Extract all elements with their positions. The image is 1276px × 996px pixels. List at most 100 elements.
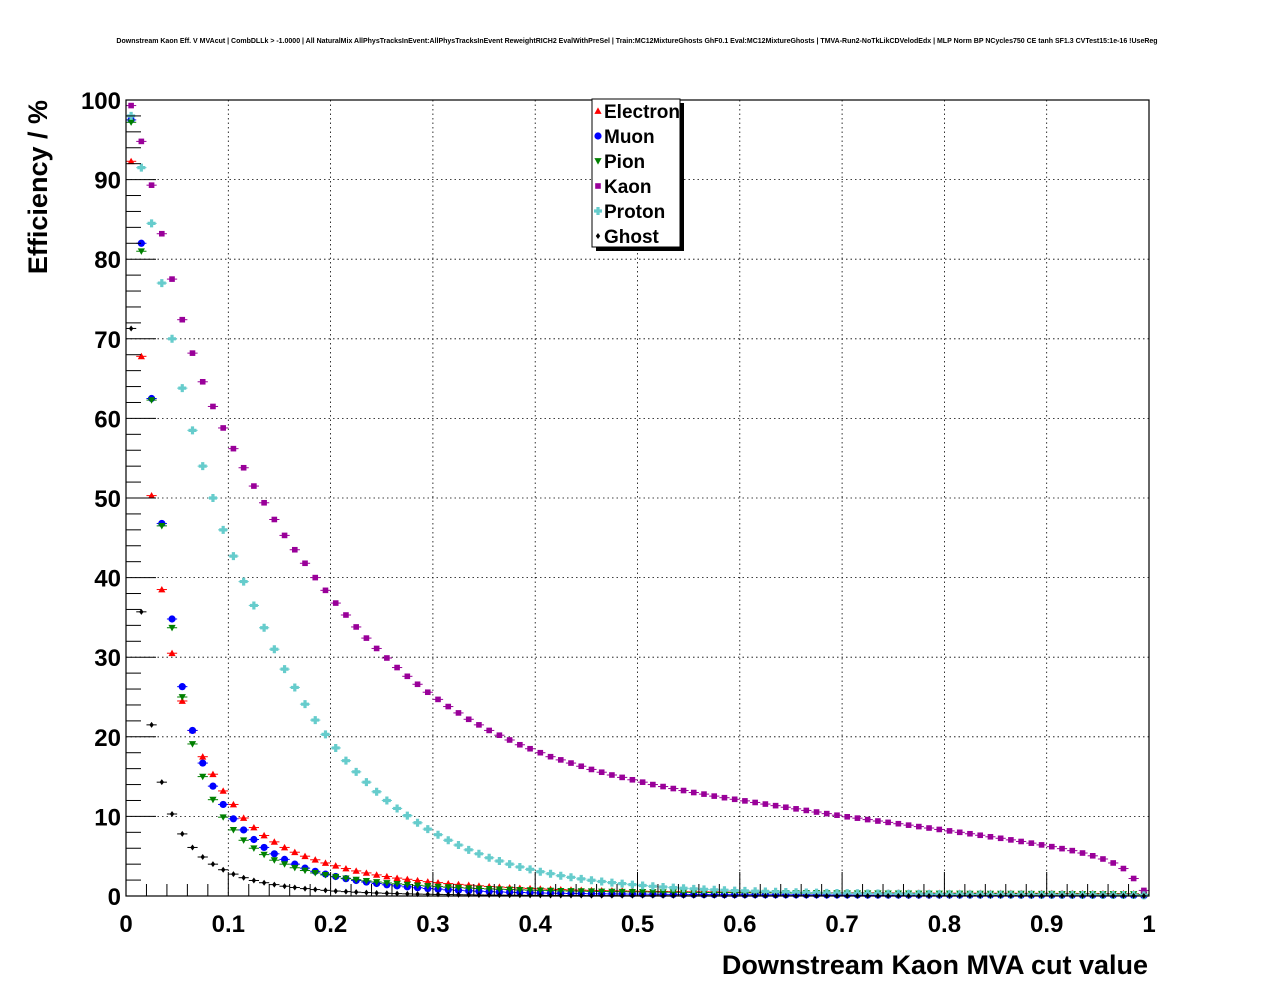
data-point-proton (689, 884, 698, 893)
data-point-proton (178, 384, 187, 393)
data-point-kaon (711, 793, 718, 799)
data-point-kaon (1059, 845, 1065, 852)
data-point-kaon (394, 664, 400, 671)
x-tick-label: 1 (1142, 911, 1155, 938)
data-point-kaon (670, 785, 677, 792)
data-point-proton (454, 841, 463, 850)
data-point-pion (362, 877, 371, 885)
data-point-kaon (363, 635, 370, 641)
data-point-kaon (650, 781, 656, 788)
legend-label-electron: Electron (604, 102, 680, 123)
data-point-electron (403, 875, 411, 883)
x-tick-label: 0.2 (314, 911, 347, 938)
data-point-proton (740, 886, 749, 895)
data-point-kaon (159, 230, 165, 237)
chart-title: Downstream Kaon Eff. V MVAcut | CombDLLk… (116, 38, 1157, 45)
data-point-kaon (343, 612, 349, 618)
data-point-kaon (527, 745, 533, 752)
data-point-pion (444, 884, 452, 891)
data-point-kaon (414, 681, 421, 688)
data-point-pion (485, 886, 493, 893)
data-point-kaon (373, 645, 380, 652)
legend-marker-proton (594, 207, 603, 215)
data-point-electron (280, 843, 289, 851)
legend-marker-ghost (595, 233, 601, 239)
data-point-electron (291, 848, 299, 856)
data-point-kaon (660, 783, 666, 790)
data-point-pion (301, 867, 309, 875)
data-point-proton (607, 878, 616, 887)
data-point-proton (434, 830, 443, 839)
data-point-pion (342, 875, 350, 882)
data-point-pion (280, 861, 289, 868)
data-point-pion (403, 881, 411, 889)
data-point-electron (178, 697, 186, 704)
data-point-pion (219, 814, 227, 821)
data-point-proton (710, 885, 719, 894)
data-point-kaon (895, 820, 902, 827)
data-point-proton (802, 888, 811, 897)
data-point-proton (331, 743, 340, 752)
y-tick-label: 60 (94, 406, 121, 433)
data-point-kaon (261, 499, 267, 506)
x-tick-label: 0.9 (1030, 911, 1063, 938)
data-point-pion (475, 885, 483, 893)
data-point-kaon (956, 829, 963, 836)
data-point-ghost (405, 890, 410, 897)
data-point-ghost (333, 888, 338, 895)
data-point-ghost (169, 811, 175, 818)
data-point-electron (147, 492, 156, 499)
data-point-kaon (210, 403, 216, 410)
data-point-kaon (128, 102, 134, 109)
data-point-electron (250, 823, 258, 831)
data-point-pion (127, 119, 135, 126)
data-point-kaon (240, 464, 247, 471)
data-point-pion (577, 888, 585, 895)
data-point-electron (158, 585, 166, 593)
data-point-electron (260, 831, 268, 839)
data-point-ghost (241, 874, 246, 881)
y-tick-label: 0 (108, 884, 121, 911)
data-point-pion (352, 876, 360, 884)
data-point-proton (597, 877, 606, 886)
data-point-kaon (936, 826, 943, 833)
data-point-kaon (762, 801, 769, 807)
data-point-proton (669, 883, 678, 892)
data-point-proton (413, 818, 422, 827)
y-tick-label: 30 (94, 645, 121, 672)
data-point-kaon (701, 791, 707, 797)
data-point-ghost (497, 892, 502, 899)
data-point-electron (332, 862, 340, 869)
data-point-kaon (291, 546, 298, 553)
data-point-kaon (179, 316, 186, 323)
data-point-electron (127, 157, 135, 165)
data-point-electron (270, 838, 278, 845)
data-point-proton (761, 887, 770, 896)
data-point-kaon (823, 810, 830, 817)
data-point-ghost (272, 881, 277, 888)
data-point-kaon (598, 769, 605, 776)
y-tick-label: 100 (81, 88, 121, 115)
data-point-kaon (322, 587, 329, 594)
data-point-proton (290, 683, 299, 692)
data-point-ghost (190, 844, 195, 851)
data-point-proton (546, 869, 555, 878)
data-point-ghost (220, 866, 226, 873)
data-point-kaon (864, 816, 871, 823)
data-point-ghost (180, 830, 185, 837)
data-point-kaon (1120, 865, 1127, 872)
data-point-proton (260, 623, 269, 632)
data-point-proton (403, 811, 412, 820)
data-point-proton (270, 645, 279, 654)
data-point-pion (454, 884, 463, 892)
data-point-kaon (1008, 837, 1014, 843)
data-point-ghost (353, 889, 359, 896)
data-point-pion (669, 889, 677, 896)
data-point-kaon (455, 710, 462, 716)
series-kaon (126, 102, 1149, 894)
data-point-kaon (690, 789, 697, 796)
data-point-electron (424, 878, 432, 885)
data-point-electron (199, 753, 207, 760)
data-point-kaon (220, 425, 226, 431)
